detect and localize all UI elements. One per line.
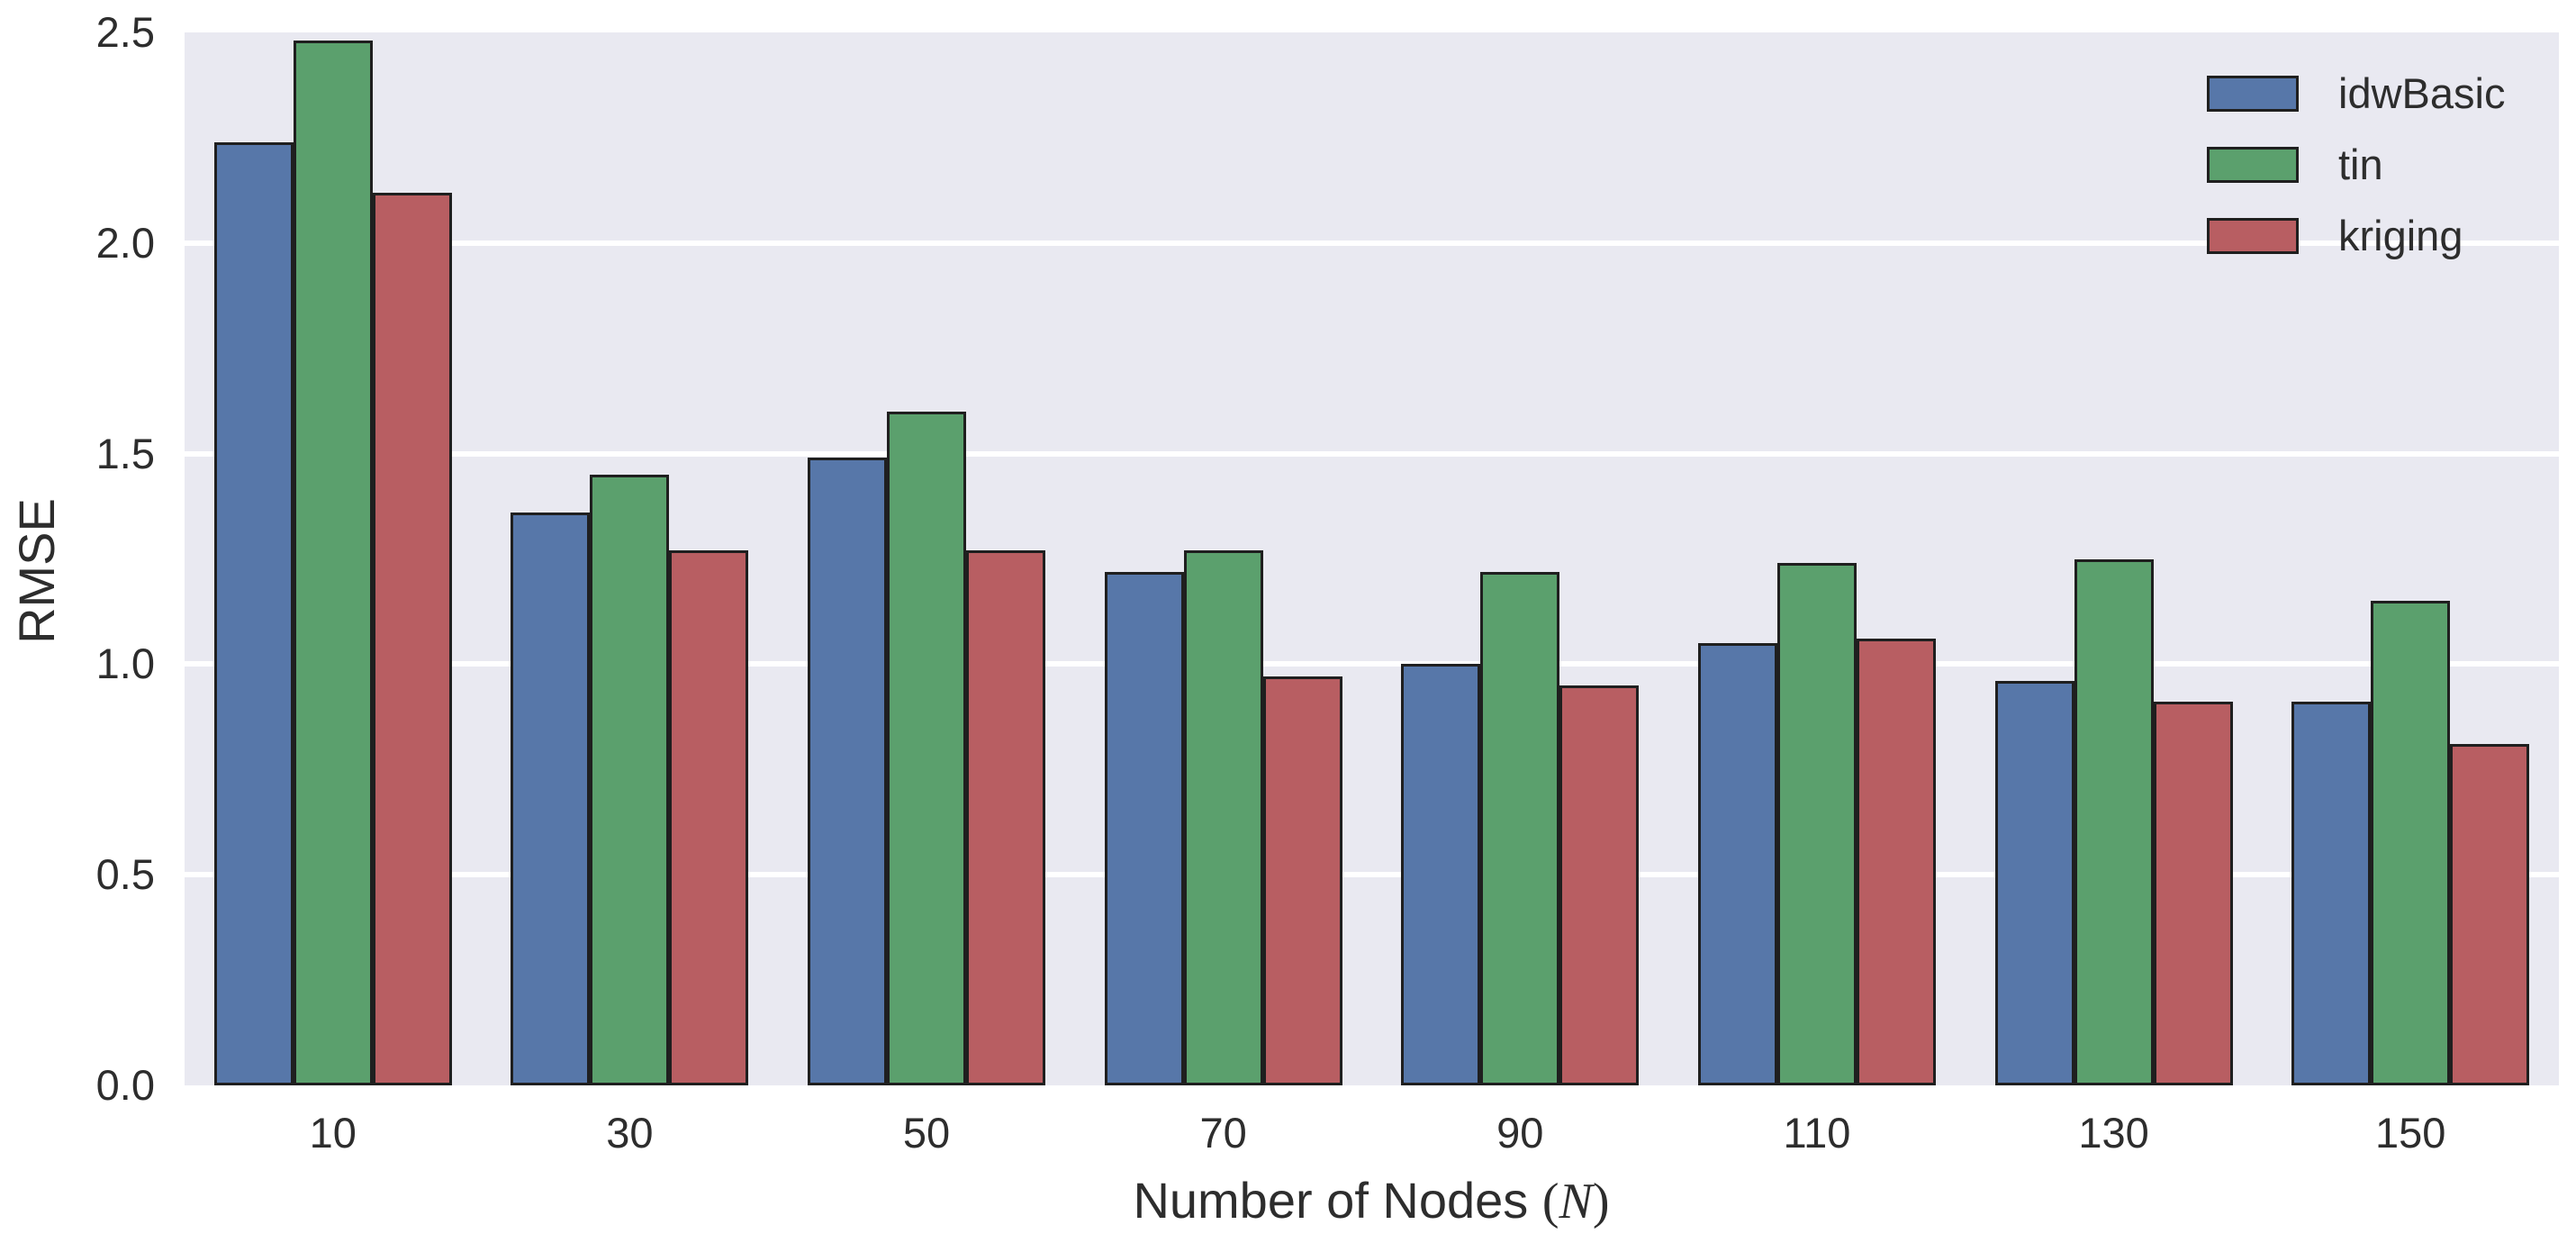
x-tick-label-50: 50 xyxy=(902,1109,951,1157)
x-tick-label-150: 150 xyxy=(2374,1109,2446,1157)
bar-tin-70 xyxy=(1183,550,1263,1085)
bar-idwBasic-50 xyxy=(808,458,888,1085)
bar-tin-130 xyxy=(2074,558,2154,1085)
y-tick-label-0.0: 0.0 xyxy=(95,1061,155,1109)
bar-tin-150 xyxy=(2371,601,2451,1085)
x-tick-label-70: 70 xyxy=(1199,1109,1247,1157)
bar-kriging-10 xyxy=(372,192,452,1085)
x-tick-label-90: 90 xyxy=(1496,1109,1544,1157)
bar-kriging-90 xyxy=(1559,685,1640,1085)
y-tick-label-2.5: 2.5 xyxy=(95,8,155,56)
x-axis-label-variable: N xyxy=(1559,1174,1593,1229)
bar-kriging-50 xyxy=(966,550,1046,1085)
legend-swatch-tin xyxy=(2207,147,2299,183)
bar-idwBasic-10 xyxy=(213,141,294,1085)
bar-tin-90 xyxy=(1480,571,1560,1085)
legend: idwBasic tin kriging xyxy=(2207,69,2506,289)
plot-area: idwBasic tin kriging xyxy=(185,32,2559,1085)
x-axis-label-rparen: ) xyxy=(1592,1174,1610,1229)
x-tick-label-110: 110 xyxy=(1783,1109,1851,1157)
legend-swatch-kriging xyxy=(2207,218,2299,254)
bar-idwBasic-110 xyxy=(1697,643,1777,1085)
bar-kriging-130 xyxy=(2153,702,2233,1085)
legend-row-kriging: kriging xyxy=(2207,212,2505,259)
bar-kriging-150 xyxy=(2450,744,2530,1085)
bar-tin-50 xyxy=(887,411,967,1085)
legend-swatch-idwBasic xyxy=(2207,76,2299,112)
gridline-1.5 xyxy=(185,450,2559,457)
bar-tin-10 xyxy=(293,41,373,1085)
y-axis-label: RMSE xyxy=(8,498,65,644)
legend-label-tin: tin xyxy=(2338,141,2383,188)
x-axis-label-text: Number of Nodes xyxy=(1133,1172,1542,1229)
y-tick-label-1.5: 1.5 xyxy=(95,429,155,477)
gridline-2.0 xyxy=(185,240,2559,246)
bar-tin-30 xyxy=(590,474,670,1085)
gridline-0.5 xyxy=(185,872,2559,878)
bar-idwBasic-30 xyxy=(511,513,591,1085)
y-tick-label-0.5: 0.5 xyxy=(95,850,155,899)
y-tick-label-1.0: 1.0 xyxy=(95,640,155,688)
legend-label-kriging: kriging xyxy=(2338,212,2463,259)
legend-row-tin: tin xyxy=(2207,141,2505,188)
bar-kriging-30 xyxy=(669,550,749,1085)
bar-kriging-70 xyxy=(1262,676,1342,1085)
x-tick-label-130: 130 xyxy=(2078,1109,2149,1157)
bar-idwBasic-90 xyxy=(1401,664,1481,1085)
x-tick-label-30: 30 xyxy=(606,1109,654,1157)
bar-idwBasic-150 xyxy=(2291,702,2372,1085)
legend-row-idwBasic: idwBasic xyxy=(2207,69,2506,117)
gridline-1.0 xyxy=(185,661,2559,667)
y-tick-label-2.0: 2.0 xyxy=(95,218,155,267)
x-tick-label-10: 10 xyxy=(309,1109,357,1157)
bar-tin-110 xyxy=(1776,563,1857,1085)
x-axis-label-lparen: ( xyxy=(1541,1174,1559,1229)
bar-kriging-110 xyxy=(1856,639,1936,1085)
legend-label-idwBasic: idwBasic xyxy=(2338,69,2506,117)
bar-idwBasic-130 xyxy=(1994,681,2074,1085)
bar-idwBasic-70 xyxy=(1104,571,1184,1085)
x-axis-label: Number of Nodes (N) xyxy=(921,1174,1821,1229)
